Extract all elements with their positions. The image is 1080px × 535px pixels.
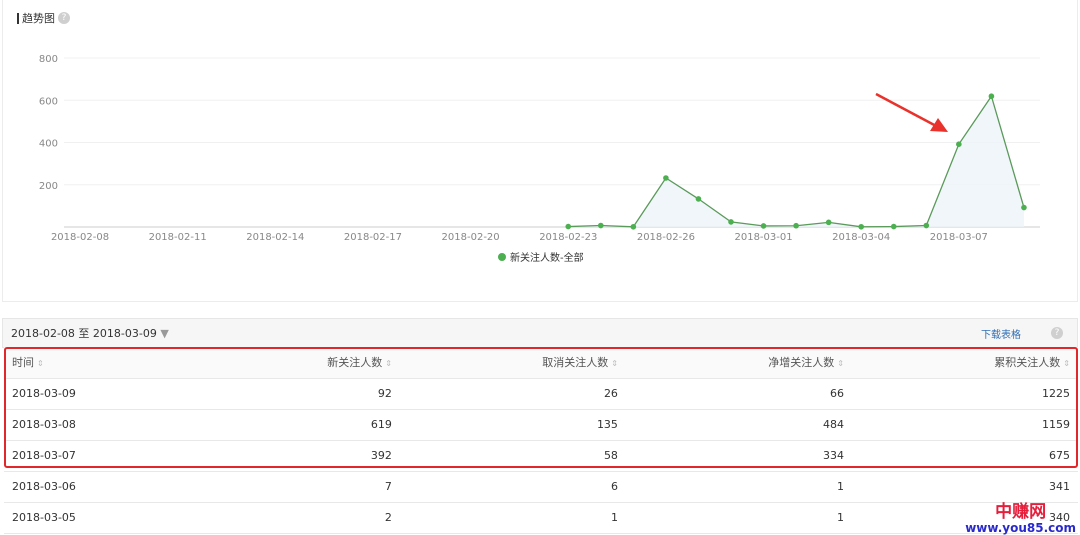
x-tick-label: 2018-02-17 xyxy=(344,232,402,243)
table-cell: 2018-03-07 xyxy=(4,440,202,472)
data-point xyxy=(630,223,637,230)
x-tick-label: 2018-03-04 xyxy=(832,232,890,243)
data-point xyxy=(565,223,572,230)
table-cell: 6 xyxy=(399,471,626,503)
caret-down-icon: ▼ xyxy=(160,327,169,340)
column-header[interactable]: 净增关注人数 ⇕ xyxy=(625,347,852,379)
table-cell: 2018-03-09 xyxy=(4,378,202,410)
data-point xyxy=(793,222,799,229)
y-tick-label: 400 xyxy=(39,139,58,150)
legend-label: 新关注人数-全部 xyxy=(510,251,584,264)
table-cell: 619 xyxy=(201,409,400,441)
data-table: 时间 ⇕ 新关注人数 ⇕ 取消关注人数 ⇕ 净增关注人数 ⇕ 累积关注人数 ⇕ 2018-03-09… xyxy=(4,347,1078,534)
trend-chart: 200 400 600 800 2018-02-08 2018-02-11 2018-02-… xyxy=(39,54,1040,264)
x-tick-label: 2018-02-11 xyxy=(149,232,207,243)
data-point xyxy=(663,175,669,181)
arrow-head xyxy=(930,118,948,132)
data-point xyxy=(1021,204,1027,211)
table-cell: 7 xyxy=(201,471,400,503)
column-header[interactable]: 累积关注人数 ⇕ xyxy=(851,347,1078,379)
sort-icon: ⇕ xyxy=(611,359,618,369)
y-tick-label: 200 xyxy=(39,181,58,192)
column-header[interactable]: 时间 ⇕ xyxy=(4,347,202,379)
table-cell: 340 xyxy=(851,502,1078,534)
watermark-logo: 中赚网 www.you85.com xyxy=(965,502,1076,535)
data-point xyxy=(858,223,864,230)
table-row: 2018-03-08 619 135 484 1159 xyxy=(4,409,1078,441)
trend-chart-panel: 趋势图? xyxy=(2,0,1078,302)
x-tick-label: 2018-02-08 xyxy=(51,232,109,243)
table-cell: 58 xyxy=(399,440,626,472)
table-row: 2018-03-05 2 1 1 340 xyxy=(4,502,1078,534)
table-cell: 66 xyxy=(625,378,852,410)
help-icon[interactable]: ? xyxy=(1051,327,1063,339)
table-row: 2018-03-06 7 6 1 341 xyxy=(4,471,1078,503)
table-cell: 2 xyxy=(201,502,400,534)
y-tick-label: 800 xyxy=(39,54,58,65)
x-tick-label: 2018-02-26 xyxy=(637,232,695,243)
table-row: 2018-03-07 392 58 334 675 xyxy=(4,440,1078,472)
table-cell: 675 xyxy=(851,440,1078,472)
table-cell: 1 xyxy=(625,502,852,534)
table-cell: 2018-03-08 xyxy=(4,409,202,441)
table-cell: 341 xyxy=(851,471,1078,503)
sort-icon: ⇕ xyxy=(837,359,844,369)
help-icon[interactable]: ? xyxy=(58,12,70,24)
data-point xyxy=(825,219,832,226)
table-cell: 1159 xyxy=(851,409,1078,441)
chart-title: 趋势图? xyxy=(17,10,70,26)
data-point xyxy=(695,196,702,202)
y-tick-label: 600 xyxy=(39,96,58,107)
table-cell: 2018-03-05 xyxy=(4,502,202,534)
table-cell: 26 xyxy=(399,378,626,410)
table-cell: 1 xyxy=(399,502,626,534)
column-header[interactable]: 取消关注人数 ⇕ xyxy=(399,347,626,379)
table-cell: 2018-03-06 xyxy=(4,471,202,503)
data-point xyxy=(988,93,995,100)
legend-marker xyxy=(498,253,506,261)
table-cell: 1225 xyxy=(851,378,1078,410)
x-tick-label: 2018-03-07 xyxy=(930,232,988,243)
x-tick-label: 2018-02-23 xyxy=(539,232,597,243)
data-point xyxy=(923,222,930,229)
table-cell: 1 xyxy=(625,471,852,503)
table-row: 2018-03-09 92 26 66 1225 xyxy=(4,378,1078,410)
x-tick-label: 2018-02-14 xyxy=(246,232,304,243)
table-toolbar: 2018-02-08 至 2018-03-09 ▼ 下载表格 ? xyxy=(2,318,1078,348)
date-range-select[interactable]: 2018-02-08 至 2018-03-09 ▼ xyxy=(11,327,169,340)
data-point xyxy=(760,223,767,229)
sort-icon: ⇕ xyxy=(385,359,392,369)
data-point xyxy=(728,219,734,225)
area-fill xyxy=(568,96,1024,227)
annotation-arrow xyxy=(875,92,939,129)
sort-icon: ⇕ xyxy=(1063,359,1070,369)
data-point xyxy=(598,222,604,229)
table-cell: 392 xyxy=(201,440,400,472)
table-cell: 135 xyxy=(399,409,626,441)
column-header[interactable]: 新关注人数 ⇕ xyxy=(201,347,400,379)
x-tick-label: 2018-03-01 xyxy=(734,232,792,243)
sort-icon: ⇕ xyxy=(37,359,44,369)
data-point xyxy=(890,223,897,230)
table-cell: 484 xyxy=(625,409,852,441)
table-cell: 334 xyxy=(625,440,852,472)
x-tick-label: 2018-02-20 xyxy=(442,232,500,243)
download-table-link[interactable]: 下载表格 xyxy=(981,329,1021,341)
data-point xyxy=(956,141,962,147)
table-cell: 92 xyxy=(201,378,400,410)
